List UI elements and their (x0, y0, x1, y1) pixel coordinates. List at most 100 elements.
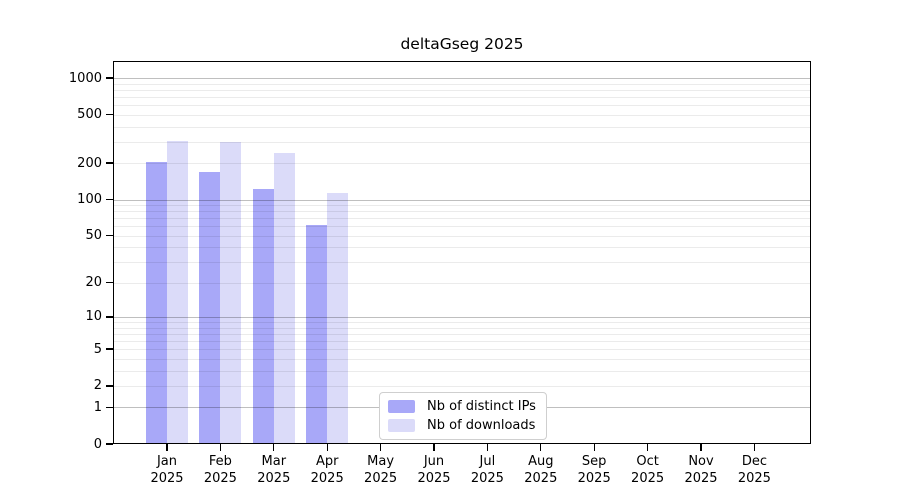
legend-item-distinct-ips: Nb of distinct IPs (388, 399, 536, 414)
x-tick-year-nov-2025: 2025 (684, 471, 718, 486)
y-tick-1 (106, 406, 113, 408)
x-tick-year-apr-2025: 2025 (310, 471, 344, 486)
bar-nb-of-downloads-jan-2025 (167, 141, 188, 444)
x-tick-label-may-2025: May 2025 (353, 453, 409, 487)
x-tick-label-nov-2025: Nov 2025 (673, 453, 729, 487)
gridline-major-100 (113, 199, 811, 201)
gridline-minor-5 (113, 349, 811, 351)
y-tick-label-50: 50 (85, 228, 102, 244)
x-tick-label-aug-2025: Aug 2025 (513, 453, 569, 487)
x-tick-year-aug-2025: 2025 (524, 471, 558, 486)
legend-label-distinct-ips: Nb of distinct IPs (427, 399, 536, 414)
x-tick-year-mar-2025: 2025 (257, 471, 291, 486)
gridline-minor-300 (113, 141, 811, 143)
x-tick-year-jul-2025: 2025 (470, 471, 504, 486)
gridline-minor-2 (113, 385, 811, 387)
gridline-minor-4 (113, 358, 811, 360)
gridline-minor-20 (113, 282, 811, 284)
y-tick-label-10: 10 (85, 309, 102, 325)
legend-swatch-distinct-ips (388, 400, 415, 413)
y-tick-0 (106, 443, 113, 445)
y-tick-2 (106, 385, 113, 387)
y-tick-label-5: 5 (93, 341, 102, 357)
gridline-minor-90 (113, 205, 811, 207)
x-tick-label-jun-2025: Jun 2025 (406, 453, 462, 487)
y-tick-label-100: 100 (77, 192, 102, 208)
bar-nb-of-downloads-mar-2025 (273, 153, 295, 444)
y-tick-label-500: 500 (77, 107, 102, 123)
gridline-minor-30 (113, 262, 811, 264)
x-tick-year-jan-2025: 2025 (150, 471, 184, 486)
gridline-minor-600 (113, 105, 811, 107)
gridline-minor-60 (113, 226, 811, 228)
x-tick-year-may-2025: 2025 (364, 471, 398, 486)
legend-item-downloads: Nb of downloads (388, 418, 536, 433)
x-tick-oct-2025 (647, 444, 649, 451)
x-tick-feb-2025 (219, 444, 222, 451)
y-tick-500 (106, 114, 113, 116)
x-tick-dec-2025 (753, 444, 756, 451)
gridline-minor-800 (113, 89, 811, 91)
y-tick-label-1000: 1000 (68, 70, 102, 86)
gridline-minor-500 (113, 114, 811, 116)
gridline-minor-8 (113, 327, 811, 329)
chart-title: deltaGseg 2025 (400, 35, 524, 53)
gridline-minor-9 (113, 322, 811, 323)
x-tick-may-2025 (380, 444, 382, 451)
bar-nb-of-distinct-ips-apr-2025 (306, 225, 328, 444)
x-tick-label-oct-2025: Oct 2025 (620, 453, 676, 487)
gridline-minor-900 (113, 83, 811, 85)
bar-nb-of-distinct-ips-jan-2025 (146, 161, 167, 444)
x-tick-label-dec-2025: Dec 2025 (726, 453, 782, 487)
gridline-minor-70 (113, 218, 811, 220)
legend-label-downloads: Nb of downloads (427, 418, 536, 433)
bar-nb-of-downloads-apr-2025 (327, 193, 349, 444)
gridline-minor-40 (113, 247, 811, 249)
x-tick-label-mar-2025: Mar 2025 (246, 453, 302, 487)
y-tick-label-0: 0 (93, 436, 102, 452)
x-tick-year-dec-2025: 2025 (737, 471, 771, 486)
x-tick-label-jul-2025: Jul 2025 (459, 453, 515, 487)
y-tick-20 (106, 282, 113, 284)
x-tick-mar-2025 (273, 444, 275, 451)
y-tick-100 (106, 198, 113, 201)
x-tick-label-feb-2025: Feb 2025 (192, 453, 248, 487)
gridline-minor-50 (113, 235, 811, 237)
x-tick-sep-2025 (593, 444, 595, 451)
bar-nb-of-distinct-ips-mar-2025 (252, 189, 274, 444)
x-tick-apr-2025 (326, 444, 328, 451)
gridline-minor-7 (113, 333, 811, 335)
x-tick-label-jan-2025: Jan 2025 (139, 453, 195, 487)
gridline-minor-80 (113, 211, 811, 213)
y-tick-10 (106, 316, 113, 318)
gridline-minor-6 (113, 340, 811, 342)
x-tick-year-oct-2025: 2025 (631, 471, 665, 486)
x-tick-jan-2025 (166, 444, 168, 451)
y-tick-1000 (106, 77, 113, 79)
gridline-minor-200 (113, 163, 811, 165)
legend-swatch-downloads (388, 419, 415, 432)
gridline-minor-700 (113, 96, 811, 98)
bar-nb-of-downloads-feb-2025 (220, 142, 242, 444)
x-tick-year-feb-2025: 2025 (203, 471, 237, 486)
y-tick-label-20: 20 (85, 275, 102, 291)
y-tick-label-2: 2 (93, 378, 102, 394)
gridline-major-10 (113, 317, 811, 318)
x-tick-nov-2025 (700, 444, 702, 451)
x-tick-label-sep-2025: Sep 2025 (566, 453, 622, 487)
y-tick-200 (106, 162, 113, 164)
y-tick-label-1: 1 (93, 399, 102, 415)
legend: Nb of distinct IPs Nb of downloads (379, 392, 547, 440)
gridline-minor-3 (113, 370, 811, 372)
gridline-minor-400 (113, 126, 811, 128)
x-tick-year-sep-2025: 2025 (577, 471, 611, 486)
x-tick-year-jun-2025: 2025 (417, 471, 451, 486)
y-tick-50 (106, 235, 113, 237)
gridline-major-1000 (113, 78, 811, 79)
y-tick-5 (106, 348, 113, 350)
bar-nb-of-distinct-ips-feb-2025 (199, 171, 221, 444)
x-tick-jun-2025 (433, 444, 435, 451)
x-tick-aug-2025 (540, 444, 542, 451)
x-tick-jul-2025 (486, 444, 489, 451)
